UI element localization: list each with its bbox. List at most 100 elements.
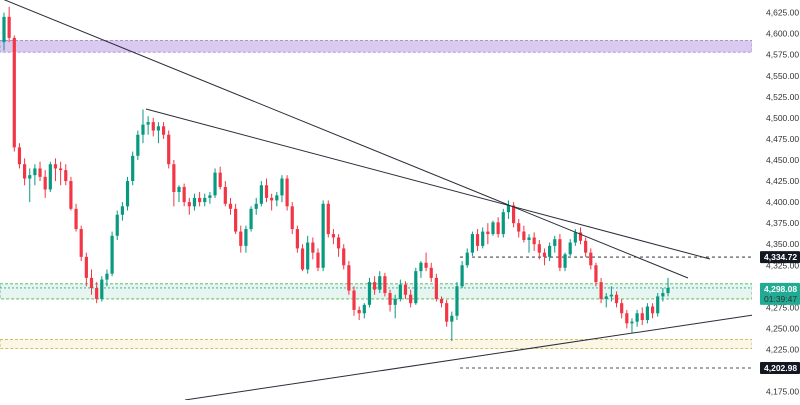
candle-body [630,321,634,324]
candle-body [336,237,341,249]
y-tick-label: 4,250.00 [766,323,799,333]
candle-body [537,244,541,253]
candle-body [604,296,608,299]
candle-body [275,195,279,201]
candle-body [264,185,269,198]
candle-body [414,271,418,304]
candle-body [208,195,212,198]
candle-body [620,303,624,314]
y-tick-label: 4,625.00 [766,8,799,18]
trendline-3 [184,313,761,401]
candle-body [434,277,438,299]
y-tick-label: 4,175.00 [766,387,799,397]
candle-body [316,252,320,268]
candle-body [89,277,94,288]
candle-body [558,239,562,268]
candle-body [470,234,474,253]
candle-body [110,235,114,274]
candle-body [167,134,171,165]
candle-body [74,208,78,230]
candle-body [172,164,176,192]
candle-body [100,279,104,299]
price-tag-label: 4,202.98 [764,363,797,373]
candle-body [295,229,299,249]
candle-body [198,197,202,203]
candle-body [445,303,449,322]
candle-body [563,254,567,268]
candle-body [218,172,222,187]
candle-body [331,234,336,238]
candle-body [424,262,428,268]
candle-body [486,231,490,235]
trendline-1 [3,0,689,279]
candle-body [481,231,485,246]
candle-body [661,293,665,297]
y-tick-label: 4,425.00 [766,176,799,186]
candle-body [156,126,161,131]
candle-body [311,242,315,253]
candle-body [609,294,613,297]
candle-body [48,164,52,190]
y-tick-label: 4,400.00 [766,197,799,207]
candle-body [280,178,284,196]
candle-body [491,222,495,235]
candle-body [666,288,670,294]
candle-body [398,284,402,299]
candle-body [120,206,124,215]
candle-body [22,164,27,179]
current-price-tag [760,282,800,305]
zone-2 [0,338,753,350]
candle-body [614,294,619,304]
price-tag-1 [760,362,800,375]
candle-body [234,208,238,232]
candle-body [568,242,572,255]
candle-body [573,232,577,243]
candle-body [419,262,423,272]
candle-body [223,186,227,204]
candle-body [17,147,22,165]
candle-body [465,252,469,266]
y-tick-label: 4,225.00 [766,344,799,354]
candle-body [59,168,63,171]
candle-body [373,282,377,290]
countdown-label: 01:39:47 [764,294,797,304]
y-tick-label: 4,325.00 [766,260,799,270]
candle-body [141,124,145,135]
candle-body [635,313,639,322]
candle-body [511,205,516,224]
candle-body [326,203,330,235]
candle-body [357,309,361,314]
candle-body [455,286,459,316]
trendline-2 [145,108,711,260]
candle-body [594,265,598,283]
y-tick-label: 4,500.00 [766,113,799,123]
candle-body [578,232,583,241]
y-tick-label: 4,375.00 [766,218,799,228]
candle-body [161,126,166,135]
candle-body [177,186,181,192]
candle-body [244,229,248,246]
price-axis [752,0,800,400]
candle-body [439,298,444,304]
y-tick-label: 4,450.00 [766,155,799,165]
candle-body [43,176,47,190]
candle-body [553,239,557,246]
candle-body [270,197,274,201]
candle-body [146,122,150,125]
candle-body [403,284,408,295]
y-tick-label: 4,600.00 [766,29,799,39]
candle-body [249,208,253,230]
candle-body [228,203,233,209]
candle-body [95,288,99,299]
candle-body [393,298,397,305]
y-tick-label: 4,475.00 [766,134,799,144]
current-price-label: 4,298.08 [764,284,797,294]
y-tick-label: 4,275.00 [766,302,799,312]
candle-body [53,164,58,169]
candle-body [496,222,500,235]
candle-body [203,197,207,203]
candle-body [64,170,68,182]
candle-body [105,273,109,280]
candle-body [362,304,366,314]
